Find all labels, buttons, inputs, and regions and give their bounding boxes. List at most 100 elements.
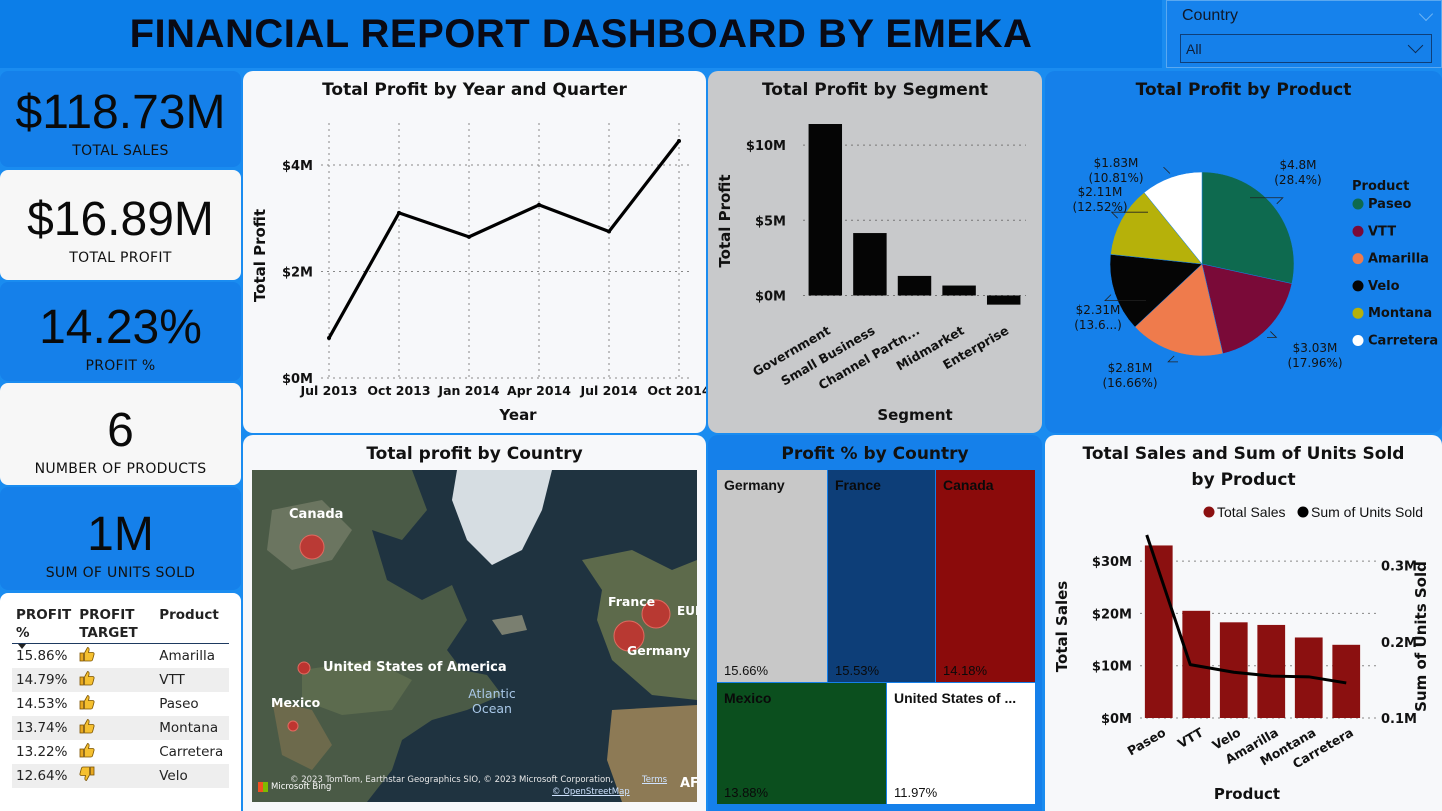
greenland-land bbox=[452, 470, 552, 565]
y-tick-label: $2M bbox=[282, 265, 313, 280]
y-tick-label: $10M bbox=[1092, 660, 1132, 675]
table-row[interactable]: 12.64% Velo bbox=[12, 764, 229, 789]
country-slicer[interactable]: Country All bbox=[1166, 0, 1442, 68]
mexico-land bbox=[272, 700, 332, 770]
kpi-value: 6 bbox=[107, 404, 134, 457]
line-point[interactable] bbox=[397, 210, 401, 215]
profit-line[interactable] bbox=[327, 140, 681, 339]
treemap-tile[interactable]: United States of ... 11.97% bbox=[887, 683, 1035, 804]
segment-bar[interactable] bbox=[853, 233, 887, 296]
x-tick-label: Paseo bbox=[1125, 724, 1169, 758]
treemap-tile-value: 15.53% bbox=[835, 663, 880, 678]
treemap-tile[interactable]: Mexico 13.88% bbox=[717, 683, 886, 804]
treemap-tile-label: United States of ... bbox=[894, 690, 1017, 706]
table-row[interactable]: 15.86% Amarilla bbox=[12, 644, 229, 669]
y-tick-label: $4M bbox=[282, 159, 313, 174]
table-row[interactable]: 13.22% Carretera bbox=[12, 740, 229, 764]
map-canvas[interactable] bbox=[252, 470, 697, 802]
legend-marker[interactable] bbox=[1352, 253, 1364, 265]
profit-by-quarter-chart: $0M $2M $4M Jul 2013 Oct 2013 Jan 2014 Apr 201… bbox=[251, 123, 706, 424]
treemap-tile[interactable]: France 15.53% bbox=[828, 470, 935, 682]
table-row[interactable]: 14.79% VTT bbox=[12, 668, 229, 693]
canada-bubble[interactable] bbox=[299, 534, 325, 560]
legend-item[interactable]: Amarilla bbox=[1368, 252, 1429, 267]
segment-bar[interactable] bbox=[942, 285, 976, 296]
table-row[interactable]: 13.74% Montana bbox=[12, 716, 229, 741]
collapse-chevron-icon[interactable] bbox=[1418, 6, 1434, 22]
pie-slice-amarilla[interactable] bbox=[1134, 263, 1224, 357]
units-sold-line[interactable] bbox=[1145, 534, 1347, 685]
legend-item[interactable]: Paseo bbox=[1368, 197, 1412, 212]
legend-item[interactable]: Sum of Units Sold bbox=[1311, 504, 1423, 520]
legend-marker[interactable] bbox=[1203, 506, 1215, 518]
treemap-tile[interactable]: Germany 15.66% bbox=[717, 470, 827, 682]
sales-units-by-product-panel: Total Sales and Sum of Units Sold by Pro… bbox=[1045, 435, 1442, 811]
chart-title: Total Profit by Year and Quarter bbox=[322, 80, 627, 100]
profit-table-body: 15.86% Amarilla 14.79% VTT 14.53% Paseo 13.74%… bbox=[12, 644, 229, 789]
treemap-tile-label: France bbox=[835, 477, 881, 493]
legend-item[interactable]: Montana bbox=[1368, 306, 1432, 321]
x-tick-label: VTT bbox=[1175, 724, 1206, 751]
thumbs-up-icon bbox=[75, 740, 155, 764]
thumbs-up-icon bbox=[75, 716, 156, 741]
legend-marker[interactable] bbox=[1352, 280, 1364, 292]
cell-profit-pct: 13.74% bbox=[12, 716, 76, 741]
line-point[interactable] bbox=[677, 138, 681, 143]
iceland-land bbox=[492, 615, 527, 635]
pie-slice-vtt[interactable] bbox=[1201, 263, 1293, 354]
segment-bar[interactable] bbox=[986, 295, 1021, 305]
col-product[interactable]: Product bbox=[159, 607, 219, 623]
line-point[interactable] bbox=[607, 229, 611, 234]
france-bubble[interactable] bbox=[641, 599, 671, 629]
map-osm-link[interactable]: © OpenStreetMap bbox=[552, 787, 630, 797]
chart-title: Total Profit by Product bbox=[1135, 80, 1352, 100]
pie-data-label: $2.11M (12.52%) bbox=[1072, 185, 1127, 214]
col-profit-pct[interactable]: PROFIT % bbox=[16, 607, 72, 642]
country-dropdown[interactable]: All bbox=[1180, 34, 1432, 63]
legend-item[interactable]: Total Sales bbox=[1217, 504, 1285, 520]
pie-slice-paseo[interactable] bbox=[1201, 171, 1295, 284]
x-tick-label: Jan 2014 bbox=[437, 383, 499, 398]
pie-data-label: $2.81M (16.66%) bbox=[1102, 361, 1157, 390]
legend-item[interactable]: Velo bbox=[1368, 279, 1400, 294]
legend-marker[interactable] bbox=[1352, 198, 1364, 210]
treemap-tile[interactable]: Canada 14.18% bbox=[936, 470, 1035, 682]
thumbs-up-icon bbox=[75, 644, 155, 669]
usa-bubble[interactable] bbox=[297, 661, 311, 675]
table-row[interactable]: 14.53% Paseo bbox=[12, 692, 229, 716]
pie-data-label: $1.83M (10.81%) bbox=[1088, 156, 1143, 185]
kpi-units-sold: 1M SUM OF UNITS SOLD bbox=[0, 487, 241, 590]
chevron-down-icon[interactable] bbox=[1407, 37, 1424, 54]
legend-marker[interactable] bbox=[1297, 506, 1309, 518]
line-point[interactable] bbox=[467, 234, 471, 239]
legend-item[interactable]: VTT bbox=[1368, 224, 1396, 239]
treemap-tile-label: Canada bbox=[943, 477, 994, 493]
x-axis-title: Product bbox=[1214, 785, 1280, 803]
pie-slice-velo[interactable] bbox=[1109, 254, 1203, 328]
legend-marker[interactable] bbox=[1352, 307, 1364, 319]
map-terms-link[interactable]: Terms bbox=[642, 775, 668, 785]
legend-marker[interactable] bbox=[1352, 335, 1364, 346]
sales-bar[interactable] bbox=[1257, 624, 1286, 718]
pie-slice-carretera[interactable] bbox=[1143, 171, 1203, 265]
line-point[interactable] bbox=[537, 202, 541, 207]
pie-slice-montana[interactable] bbox=[1110, 192, 1203, 265]
sort-desc-icon[interactable] bbox=[18, 644, 26, 649]
thumbs-up-icon bbox=[75, 668, 156, 693]
y2-tick-label: 0.2M bbox=[1381, 636, 1417, 651]
legend-item[interactable]: Carretera bbox=[1368, 334, 1438, 349]
col-profit-target[interactable]: PROFIT TARGET bbox=[79, 607, 138, 642]
legend-marker[interactable] bbox=[1352, 225, 1364, 237]
country-map[interactable]: Canada United States of America Mexico F… bbox=[252, 470, 697, 802]
usa-land bbox=[302, 660, 412, 715]
mexico-bubble[interactable] bbox=[287, 720, 299, 732]
kpi-number-of-products: 6 NUMBER OF PRODUCTS bbox=[0, 383, 241, 485]
treemap: Germany 15.66% France 15.53% Canada 14.18% Mex… bbox=[717, 470, 1035, 804]
segment-bar[interactable] bbox=[897, 275, 932, 296]
germany-bubble[interactable] bbox=[613, 620, 645, 652]
sales-units-by-product-chart: Total Sales Sum of Units Sold $0M $10M $20M $… bbox=[1053, 504, 1430, 803]
profit-by-quarter-panel: Total Profit by Year and Quarter $0M $2M $… bbox=[243, 71, 706, 433]
segment-bar[interactable] bbox=[808, 124, 843, 296]
cell-profit-pct: 15.86% bbox=[16, 648, 68, 665]
line-point[interactable] bbox=[327, 336, 331, 341]
